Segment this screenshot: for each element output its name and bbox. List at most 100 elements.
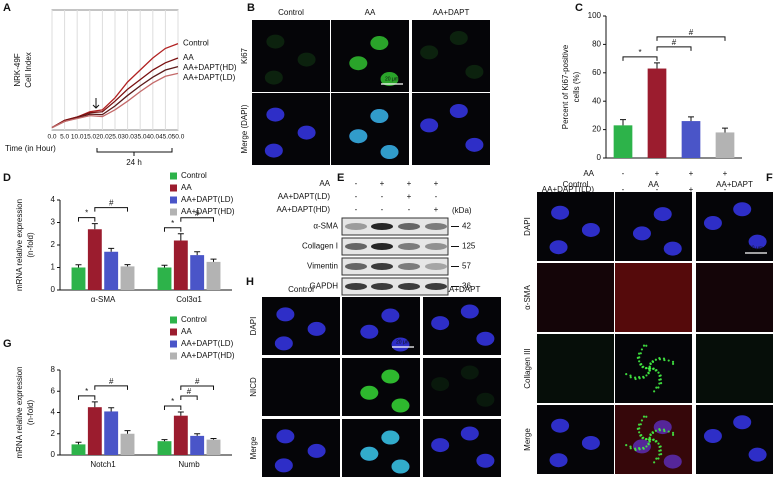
blot-strip — [341, 217, 449, 236]
panel-letter: F — [766, 172, 773, 184]
speckle — [639, 363, 642, 366]
nucleus — [632, 439, 651, 454]
column-header: AA+DAPT — [433, 8, 470, 17]
treatment-sign: + — [380, 179, 385, 188]
error-bar — [194, 251, 201, 256]
speckle — [659, 374, 662, 377]
micrograph-bg — [412, 20, 490, 92]
significance-bracket — [180, 385, 215, 390]
speckle — [655, 386, 658, 389]
treatment-sign: + — [434, 205, 439, 214]
panel-letter: G — [3, 338, 12, 350]
blot-band — [425, 283, 447, 290]
kda-label: 125 — [462, 242, 476, 251]
speckle — [649, 433, 652, 436]
nucleus — [663, 241, 682, 256]
panel-letter: C — [575, 2, 583, 14]
bar — [104, 411, 119, 455]
treatment-sign: + — [407, 192, 412, 201]
nucleus — [349, 56, 368, 71]
error-bar — [124, 430, 131, 434]
bar — [87, 407, 102, 455]
row-label: NICD — [249, 377, 258, 397]
blot-band — [345, 263, 367, 270]
y-tick-label: 8 — [51, 365, 56, 374]
speckle — [638, 431, 641, 434]
speckle — [644, 367, 647, 370]
y-tick-label: 2 — [51, 240, 56, 249]
error-bar — [75, 264, 82, 268]
legend-swatch — [170, 172, 177, 180]
significance-bracket — [163, 405, 182, 410]
x-tick-label: 45.0 — [159, 134, 172, 141]
arrow — [92, 98, 100, 109]
row-label: Merge — [523, 428, 532, 451]
legend-label: Control — [183, 39, 209, 48]
x-axis-label: Time (in Hour) — [5, 144, 56, 153]
treatment-sign: + — [689, 169, 694, 178]
column-header: Control — [563, 180, 589, 189]
bar — [120, 433, 135, 455]
nucleus — [276, 307, 295, 322]
nucleus — [360, 446, 379, 461]
treatment-sign: - — [408, 205, 411, 214]
nucleus — [266, 107, 285, 122]
y-axis-label: mRNA relative expression — [15, 199, 24, 291]
speckle — [629, 447, 632, 450]
speckle — [655, 369, 658, 372]
nucleus — [360, 324, 379, 339]
bar — [190, 435, 205, 455]
nucleus — [274, 458, 293, 473]
legend-swatch — [170, 184, 177, 192]
y-axis-label: Percent of Ki67-positive — [561, 44, 570, 129]
speckle — [647, 443, 650, 446]
nucleus — [276, 429, 295, 444]
speckle — [638, 448, 641, 451]
micrograph — [537, 405, 614, 474]
speckle — [637, 352, 641, 355]
nucleus — [703, 429, 722, 444]
error-bar — [722, 127, 728, 133]
speckle — [641, 436, 644, 440]
x-tick-label: 40.0 — [146, 134, 159, 141]
significance-bracket — [656, 36, 726, 41]
error-bar — [161, 264, 168, 268]
treatment-label: AA+DAPT(LD) — [278, 192, 331, 201]
speckle — [648, 365, 651, 368]
nucleus — [391, 459, 410, 474]
speckle — [655, 440, 658, 443]
annotation: 24 h — [126, 158, 142, 167]
significance-bracket — [622, 56, 658, 61]
significance-mark: # — [109, 377, 114, 386]
micrograph — [537, 334, 614, 403]
micrograph — [342, 297, 420, 355]
treatment-sign: - — [622, 169, 625, 178]
y-tick-label: 40 — [592, 96, 601, 105]
micrograph — [262, 358, 340, 416]
micrograph-bg — [252, 93, 330, 165]
bar — [613, 125, 633, 158]
speckle — [657, 371, 660, 374]
micrograph — [252, 93, 330, 165]
speckle — [639, 352, 642, 355]
significance-bracket — [180, 395, 198, 400]
treatment-label: AA+DAPT(HD) — [276, 205, 330, 214]
speckle — [642, 447, 645, 450]
legend-label: Control — [181, 171, 207, 180]
blot-band — [398, 223, 420, 230]
speckle — [629, 374, 632, 377]
nucleus — [476, 392, 495, 407]
stain-haze — [537, 334, 614, 403]
nucleus — [703, 216, 722, 231]
nucleus — [653, 207, 672, 222]
line — [51, 57, 179, 129]
speckle — [671, 433, 675, 436]
significance-mark: # — [109, 199, 114, 208]
micrograph — [342, 358, 420, 416]
nucleus — [733, 202, 752, 217]
blot-band — [398, 263, 420, 270]
treatment-sign: - — [622, 185, 625, 194]
speckle — [625, 373, 628, 376]
legend-swatch — [170, 196, 177, 204]
speckle — [654, 429, 657, 432]
